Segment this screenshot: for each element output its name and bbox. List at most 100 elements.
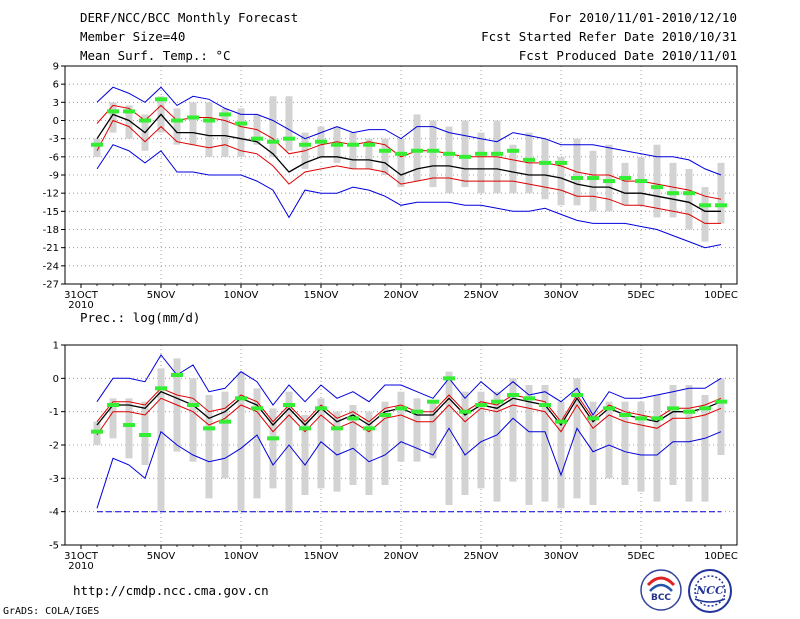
prec-range-box xyxy=(397,391,405,462)
temp-observed-marker xyxy=(715,203,727,208)
prec-range-box xyxy=(413,398,421,462)
source-url[interactable]: http://cmdp.ncc.cma.gov.cn xyxy=(73,583,269,598)
prec-observed-marker xyxy=(603,406,615,411)
temp-range-box xyxy=(413,114,421,182)
temp-range-box xyxy=(717,162,725,224)
prec-range-box xyxy=(509,378,517,482)
temp-observed-marker xyxy=(475,151,487,156)
temp-observed-marker xyxy=(411,148,423,153)
temp-range-box xyxy=(541,138,549,200)
prec-observed-marker xyxy=(219,419,231,424)
temp-y-tick-label: -24 xyxy=(43,261,59,272)
prec-range-box xyxy=(317,398,325,489)
temp-y-tick-label: 0 xyxy=(53,116,59,127)
temp-y-tick-label: -18 xyxy=(43,225,59,236)
temp-x-tick-label: 25NOV xyxy=(464,290,499,301)
forecast-produced-date: Fcst Produced Date 2010/11/01 xyxy=(518,48,737,63)
prec-range-box xyxy=(589,401,597,505)
temp-series-upper-spread xyxy=(96,104,722,200)
prec-observed-marker xyxy=(491,399,503,404)
prec-observed-marker xyxy=(475,403,487,407)
prec-observed-marker xyxy=(459,409,471,414)
prec-observed-marker xyxy=(699,406,711,411)
forecast-start-date: Fcst Started Refer Date 2010/10/31 xyxy=(481,29,737,44)
prec-range-box xyxy=(109,398,117,439)
prec-observed-marker xyxy=(267,436,279,441)
temp-range-box xyxy=(605,144,613,212)
temp-observed-marker xyxy=(235,121,247,126)
temp-observed-marker xyxy=(363,142,375,147)
temp-observed-marker xyxy=(603,179,615,184)
prec-observed-marker xyxy=(715,399,727,404)
temp-range-box xyxy=(173,108,181,145)
forecast-period: For 2010/11/01-2010/12/10 xyxy=(548,10,737,25)
temp-x-tick-label: 20NOV xyxy=(384,290,419,301)
temp-range-box xyxy=(669,162,677,218)
prec-range-box xyxy=(125,398,133,459)
temp-observed-marker xyxy=(219,112,231,117)
temp-observed-marker xyxy=(155,97,167,102)
temp-observed-marker xyxy=(651,185,663,190)
prec-y-tick-label: 1 xyxy=(53,341,59,352)
prec-y-tick-label: 0 xyxy=(53,374,59,385)
temp-series-ensemble-mean xyxy=(96,113,721,212)
temp-y-tick-label: -21 xyxy=(43,243,59,254)
prec-observed-marker xyxy=(251,406,263,411)
prec-range-box xyxy=(205,395,213,499)
temp-range-box xyxy=(653,144,661,218)
prec-observed-marker xyxy=(139,433,151,437)
ncc-logo-text: NCC xyxy=(696,584,724,597)
prec-range-box xyxy=(365,411,373,495)
temp-range-box xyxy=(285,96,293,151)
temp-observed-marker xyxy=(459,154,471,159)
temp-observed-marker xyxy=(123,109,135,114)
prec-observed-marker xyxy=(571,393,583,397)
grads-credit: GrADS: COLA/IGES xyxy=(3,606,100,617)
prec-observed-marker xyxy=(619,413,631,417)
chart-title: DERF/NCC/BCC Monthly Forecast xyxy=(80,10,299,25)
prec-range-box xyxy=(461,391,469,495)
prec-range-box xyxy=(669,385,677,485)
temp-x-tick-label: 10DEC xyxy=(704,290,738,301)
prec-range-box xyxy=(717,378,725,455)
prec-x-tick-label: 10DEC xyxy=(704,551,738,562)
prec-observed-marker xyxy=(203,426,215,431)
temp-y-tick-label: 9 xyxy=(53,62,59,73)
temp-observed-marker xyxy=(331,142,343,147)
prec-observed-marker xyxy=(235,396,247,401)
temp-observed-marker xyxy=(251,136,263,141)
temp-x-tick-label: 31OCT xyxy=(64,290,99,301)
prec-range-box xyxy=(477,391,485,489)
temp-frame xyxy=(64,65,738,285)
prec-x-tick-label: 31OCT xyxy=(64,551,99,562)
temp-observed-marker xyxy=(443,151,455,156)
temp-range-box xyxy=(269,96,277,157)
prec-range-box xyxy=(269,408,277,489)
temp-observed-marker xyxy=(171,118,183,123)
prec-observed-marker xyxy=(315,406,327,411)
prec-x-tick-label: 25NOV xyxy=(464,551,499,562)
prec-observed-marker xyxy=(107,403,119,407)
temp-y-tick-label: -15 xyxy=(43,207,59,218)
temp-range-box xyxy=(189,102,197,145)
prec-y-tick-label: -1 xyxy=(49,407,59,418)
prec-range-box xyxy=(557,401,565,509)
temp-observed-marker xyxy=(283,136,295,141)
temp-observed-marker xyxy=(539,160,551,165)
temp-chart: 9 6 3 0 -3 -6 -9 -12 -15 -18 -21 -24 -27 31OCT 5NOV 10N… xyxy=(43,62,738,312)
temp-observed-marker xyxy=(267,139,279,144)
prec-y-tick-label: -5 xyxy=(49,541,59,552)
prec-range-box xyxy=(525,385,533,505)
temp-range-box xyxy=(109,102,117,133)
temp-y-tick-label: -6 xyxy=(49,152,59,163)
temp-observed-marker xyxy=(555,160,567,165)
prec-observed-marker xyxy=(443,376,455,381)
prec-observed-marker xyxy=(331,426,343,431)
prec-observed-marker xyxy=(635,416,647,421)
prec-series-upper-spread xyxy=(96,387,722,423)
prec-range-box xyxy=(605,401,613,479)
ncc-logo: NCC xyxy=(688,569,732,613)
prec-y-tick-label: -4 xyxy=(49,507,59,518)
prec-range-box xyxy=(685,385,693,502)
temp-x-tick-label: 5NOV xyxy=(147,290,176,301)
